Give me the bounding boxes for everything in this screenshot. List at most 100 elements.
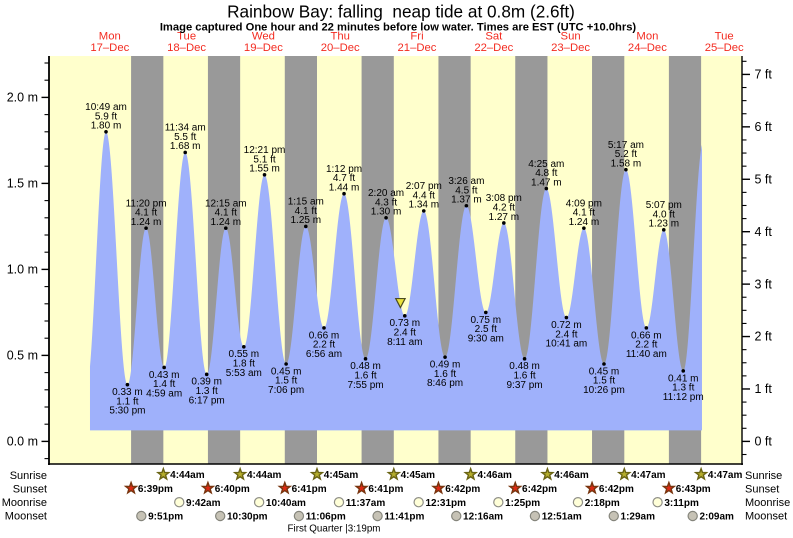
tide-event-dot (681, 369, 686, 373)
moonset-time: 9:51pm (148, 512, 183, 523)
tide-annotation-line: 10:41 am (546, 339, 588, 350)
chart-subtitle: Image captured One hour and 22 minutes b… (160, 22, 637, 34)
low-tide-annotation: 0.75 m 2.5 ft 9:30 am (468, 315, 504, 345)
day-weekday-label: Thu (330, 31, 349, 43)
tide-event-dot (624, 167, 628, 172)
tide-annotation-line: 1.30 m (371, 207, 402, 218)
moonrise-icon (413, 497, 424, 508)
moonset-time: 1:29am (621, 512, 656, 523)
low-tide-annotation: 0.66 m 2.2 ft 6:56 am (306, 330, 342, 360)
moonset-time: 12:16am (463, 512, 503, 523)
tide-annotation-line: 1.3 ft (196, 386, 218, 397)
tide-annotation-line: 1.6 ft (513, 371, 535, 382)
tide-annotation-line: 5:17 am (608, 140, 644, 151)
right-axis-label: 2 ft (755, 330, 773, 344)
sunrise-star-icon (540, 466, 555, 481)
day-weekday-label: Sun (561, 31, 581, 43)
tide-event-dot (262, 173, 267, 177)
tide-annotation-line: 0.66 m (309, 330, 340, 341)
moonrise-time: 3:11pm (664, 498, 699, 509)
tide-annotation-line: 1.58 m (611, 158, 642, 169)
sunrise-time: 4:47am (631, 470, 666, 481)
tide-event-dot (322, 326, 326, 330)
moonset-icon (293, 510, 305, 522)
tide-annotation-line: 7:06 pm (268, 385, 304, 396)
tide-annotation-line: 4.1 ft (135, 208, 157, 219)
low-tide-annotation: 0.66 m 2.2 ft 11:40 am (626, 330, 667, 360)
sunset-time: 6:42pm (522, 484, 557, 495)
low-tide-annotation: 0.33 m 1.1 ft 5:30 pm (109, 387, 145, 417)
moonset-time: 11:41pm (384, 512, 424, 523)
sunset-time: 6:39pm (138, 484, 173, 495)
high-tide-annotation: 2:20 am 4.3 ft 1.30 m (368, 188, 404, 218)
tide-event-dot (564, 315, 569, 320)
tide-annotation-line: 4:09 pm (566, 198, 602, 209)
moonset-icon (214, 510, 226, 522)
tide-annotation-line: 1.24 m (131, 217, 162, 228)
moonrise-icon (652, 497, 663, 508)
tide-annotation-line: 1.1 ft (116, 396, 138, 407)
tide-annotation-line: 5.1 ft (253, 154, 275, 165)
tide-event-dot (242, 345, 246, 349)
moonrise-time: 10:40am (266, 498, 306, 509)
tide-annotation-line: 4.0 ft (653, 209, 675, 220)
tide-event-dot (644, 326, 649, 330)
tide-annotation-line: 5:07 pm (646, 200, 682, 211)
sunset-star-icon (200, 480, 216, 495)
high-tide-annotation: 3:26 am 4.5 ft 1.37 m (448, 176, 484, 206)
sunrise-time: 4:44am (170, 470, 205, 481)
tide-annotation-line: 0.45 m (589, 366, 620, 377)
left-axis-label: 2.0 m (7, 91, 38, 105)
tide-annotation-line: 2.2 ft (313, 340, 335, 351)
tide-curve-group (89, 131, 702, 431)
high-tide-annotation: 11:34 am 5.5 ft 1.68 m (165, 123, 206, 153)
high-tide-annotation: 4:25 am 4.8 ft 1.47 m (528, 159, 564, 189)
tide-annotation-line: 2.4 ft (394, 328, 416, 339)
moonset-icon (372, 510, 383, 522)
sunset-star-icon (123, 480, 139, 495)
day-labels-group: Mon17–DecTue18–DecWed19–DecThu20–DecFri2… (90, 31, 744, 55)
day-date-label: 23–Dec (551, 42, 590, 54)
tide-annotation-line: 1.25 m (291, 215, 322, 226)
tide-annotation-line: 1.44 m (329, 183, 360, 194)
high-tide-annotation: 11:20 pm 4.1 ft 1.24 m (126, 198, 167, 228)
left-axis-label: 0.0 m (7, 435, 38, 449)
tide-annotation-line: 1.4 ft (153, 379, 175, 390)
tide-annotation-line: 0.49 m (430, 360, 461, 371)
low-tide-annotation: 0.39 m 1.3 ft 6:17 pm (189, 377, 225, 407)
low-tide-annotation: 0.45 m 1.5 ft 10:26 pm (583, 366, 625, 396)
tide-event-dot (402, 314, 407, 318)
row-label-sunset-left: Sunset (13, 484, 47, 496)
tide-annotation-line: 12:15 am (205, 198, 247, 209)
tide-annotation-line: 11:12 pm (663, 392, 704, 403)
sunset-time: 6:42pm (445, 484, 480, 495)
row-label-moonrise-right: Moonrise (745, 497, 790, 509)
tide-annotation-line: 6:56 am (306, 349, 342, 360)
tide-event-dot (443, 355, 447, 359)
day-weekday-label: Mon (636, 31, 658, 43)
tide-annotation-line: 0.43 m (149, 370, 180, 381)
tide-annotation-line: 1.23 m (648, 219, 679, 230)
sunrise-star-icon (693, 466, 709, 481)
tide-annotation-line: 0.73 m (389, 318, 420, 329)
tide-event-dot (104, 130, 108, 134)
tide-event-dot (582, 226, 586, 230)
sunrise-star-icon (232, 466, 248, 481)
sunrise-time: 4:45am (324, 470, 359, 481)
sunrise-star-icon (463, 466, 479, 481)
day-date-label: 21–Dec (398, 42, 437, 54)
right-axis-label: 4 ft (755, 225, 773, 239)
moonset-icon (451, 510, 462, 522)
low-tide-annotation: 0.43 m 1.4 ft 4:59 am (146, 370, 182, 400)
tide-annotation-line: 4.8 ft (535, 168, 557, 179)
moonrise-time: 2:18pm (585, 498, 620, 509)
tide-annotation-line: 4.2 ft (493, 202, 515, 213)
tide-annotation-line: 7:55 pm (347, 380, 383, 391)
tide-annotation-line: 1.34 m (408, 200, 439, 211)
row-label-moonset-right: Moonset (745, 511, 787, 523)
sunset-time: 6:41pm (368, 484, 403, 495)
high-tide-annotation: 2:07 pm 4.4 ft 1.34 m (406, 181, 442, 211)
tide-event-dot (183, 150, 188, 155)
